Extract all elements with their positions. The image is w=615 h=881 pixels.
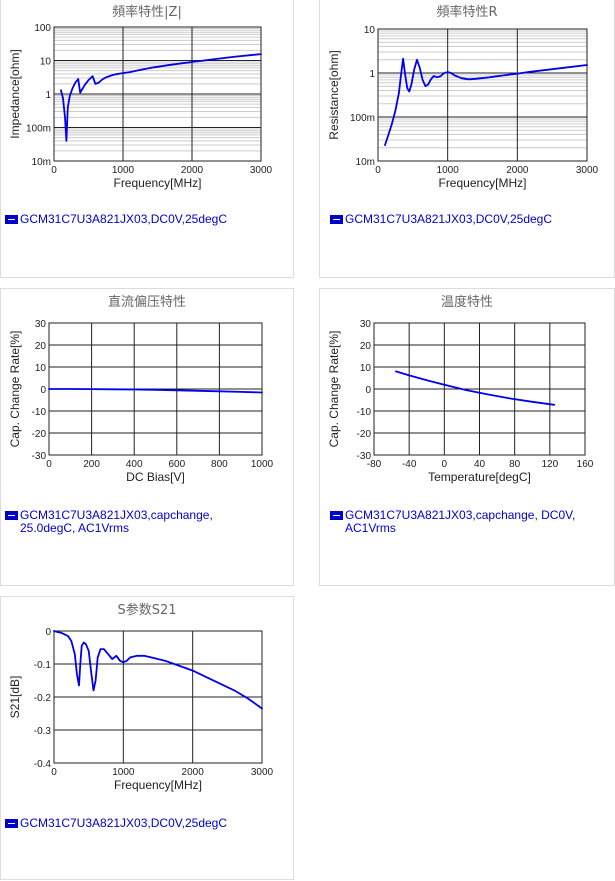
y-tick-label: 100m [26, 124, 51, 135]
y-tick-label: 100 [34, 23, 51, 34]
x-tick-label: 2000 [182, 767, 205, 778]
legend-label: AC1Vrms [345, 521, 396, 535]
y-tick-label: -30 [357, 451, 372, 462]
x-tick-label: 1000 [251, 459, 274, 470]
y-tick-label: 30 [35, 319, 47, 330]
chart-title: S参数S21 [117, 603, 177, 618]
y-tick-label: 20 [35, 341, 47, 352]
chart-title: 頻率特性R [436, 5, 498, 20]
x-tick-label: 400 [126, 459, 143, 470]
y-tick-label: 0 [45, 627, 51, 638]
y-tick-label: 1 [369, 69, 375, 80]
y-tick-label: -30 [32, 451, 47, 462]
x-tick-label: 1000 [437, 165, 460, 176]
x-tick-label: 0 [51, 767, 57, 778]
series-line [60, 53, 262, 142]
y-tick-label: 100m [350, 113, 375, 124]
y-tick-label: -20 [32, 429, 47, 440]
chart-panel-impedance: 頻率特性|Z| 10m 100m 1 10 100 0 1000 2000 3000 Freque… [0, 0, 294, 278]
chart-dc-bias: -30 -20 -10 0 10 20 30 0 200 400 600 800 1000 DC Bias… [8, 319, 274, 484]
x-tick-label: 40 [474, 459, 486, 470]
y-tick-label: -0.2 [34, 693, 52, 704]
x-tick-label: 1000 [112, 165, 135, 176]
y-tick-label: -10 [32, 407, 47, 418]
x-tick-label: -80 [367, 459, 382, 470]
series-line [395, 370, 556, 406]
y-tick-label: -0.3 [34, 726, 52, 737]
legend-toggle-icon[interactable] [5, 511, 18, 520]
x-tick-label: 0 [442, 459, 448, 470]
legend-label: 25.0degC, AC1Vrms [20, 521, 129, 535]
x-tick-label: 0 [46, 459, 52, 470]
x-tick-label: 3000 [250, 165, 273, 176]
legend-toggle-icon[interactable] [5, 215, 18, 224]
series-line [53, 630, 263, 710]
x-axis-label: Temperature[degC] [428, 470, 531, 484]
x-tick-label: 0 [51, 165, 57, 176]
x-tick-label: 600 [168, 459, 185, 470]
y-tick-label: 0 [40, 385, 46, 396]
x-tick-label: 0 [375, 165, 381, 176]
y-tick-label: 10 [35, 363, 47, 374]
legend-label: GCM31C7U3A821JX03,capchange, DC0V, [345, 508, 576, 522]
legend-label: GCM31C7U3A821JX03,capchange, [20, 508, 213, 522]
legend-label: GCM31C7U3A821JX03,DC0V,25degC [345, 212, 553, 226]
y-tick-label: -0.1 [34, 660, 52, 671]
y-tick-label: 10 [360, 363, 372, 374]
chart-panel-temperature: 温度特性 -30 -20 -10 0 10 20 30 -80 -40 0 40 80 120 160 Te… [319, 288, 615, 586]
chart-temperature: -30 -20 -10 0 10 20 30 -80 -40 0 40 80 120 160 Tempera… [327, 319, 594, 484]
y-tick-label: 10 [40, 57, 52, 68]
y-tick-label: 10m [356, 157, 375, 168]
x-tick-label: 2000 [506, 165, 529, 176]
legend-label: GCM31C7U3A821JX03,DC0V,25degC [20, 816, 228, 830]
x-axis-label: Frequency[MHz] [113, 176, 201, 190]
chart-title: 直流偏压特性 [107, 295, 186, 310]
plot-frame [377, 28, 588, 162]
y-axis-label: Impedance[ohm] [8, 49, 22, 138]
x-axis-label: DC Bias[V] [126, 470, 185, 484]
legend-toggle-icon[interactable] [5, 819, 18, 828]
y-tick-label: -20 [357, 429, 372, 440]
chart-panel-resistance: 頻率特性R 10m 100m 1 10 0 1000 2000 3000 Frequency[M… [319, 0, 615, 278]
y-tick-label: -0.4 [34, 759, 52, 770]
x-tick-label: 1000 [112, 767, 135, 778]
legend-label: GCM31C7U3A821JX03,DC0V,25degC [20, 212, 228, 226]
chart-resistance: 10m 100m 1 10 0 1000 2000 3000 Frequency[MHz] Res… [327, 25, 599, 190]
chart-title: 温度特性 [440, 295, 493, 310]
plot-frame [53, 26, 262, 162]
y-axis-label: S21[dB] [8, 676, 22, 719]
x-tick-label: 3000 [251, 767, 274, 778]
chart-title: 頻率特性|Z| [112, 5, 182, 20]
plot-frame [53, 630, 263, 764]
legend-toggle-icon[interactable] [330, 511, 343, 520]
y-tick-label: 30 [360, 319, 372, 330]
legend-toggle-icon[interactable] [330, 215, 343, 224]
y-tick-label: 0 [365, 385, 371, 396]
y-tick-label: 1 [45, 90, 51, 101]
y-tick-label: -10 [357, 407, 372, 418]
y-axis-label: Cap. Change Rate[%] [8, 331, 22, 448]
plot-frame [373, 322, 586, 456]
x-tick-label: -40 [402, 459, 417, 470]
x-tick-label: 160 [577, 459, 594, 470]
x-tick-label: 3000 [576, 165, 599, 176]
y-axis-label: Cap. Change Rate[%] [327, 331, 341, 448]
x-tick-label: 80 [509, 459, 521, 470]
x-tick-label: 800 [211, 459, 228, 470]
chart-s21: -0.4 -0.3 -0.2 -0.1 0 0 1000 2000 3000 Frequency[… [8, 627, 274, 792]
chart-panel-s21: S参数S21 -0.4 -0.3 -0.2 -0.1 0 0 1000 2000 3000 Fre… [0, 596, 294, 880]
x-axis-label: Frequency[MHz] [114, 778, 202, 792]
y-tick-label: 10 [364, 25, 376, 36]
x-axis-label: Frequency[MHz] [438, 176, 526, 190]
x-tick-label: 120 [541, 459, 558, 470]
y-axis-label: Resistance[ohm] [327, 50, 341, 139]
x-tick-label: 200 [83, 459, 100, 470]
series-line [384, 57, 588, 146]
y-tick-label: 20 [360, 341, 372, 352]
chart-panel-dc-bias: 直流偏压特性 -30 -20 -10 0 10 20 30 0 200 400 600 800 1000… [0, 288, 294, 586]
series-line [48, 388, 263, 394]
y-tick-label: 10m [32, 157, 51, 168]
x-tick-label: 2000 [181, 165, 204, 176]
